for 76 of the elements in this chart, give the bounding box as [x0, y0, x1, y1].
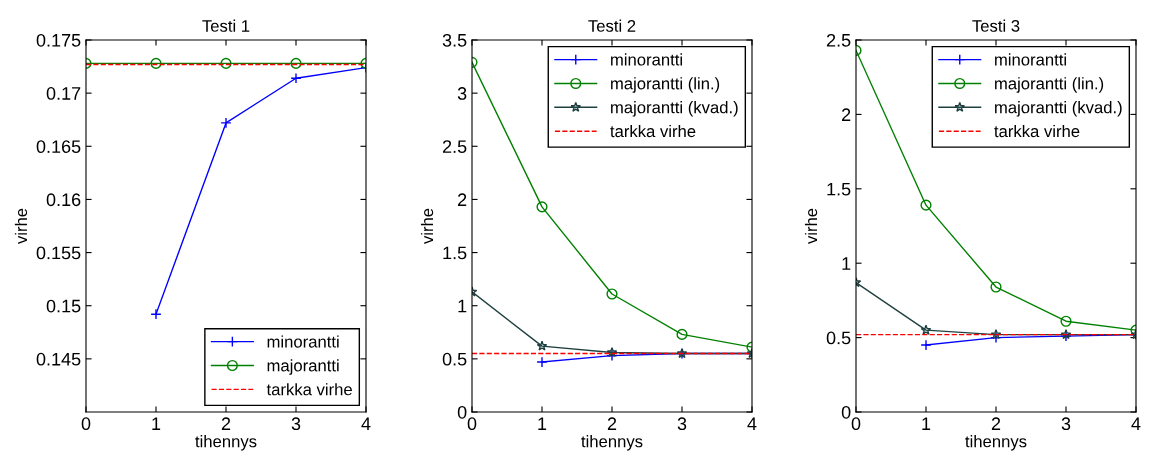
x-tick-label: 3 [1061, 417, 1071, 431]
point [536, 340, 548, 351]
point [920, 199, 932, 211]
chart-title: Testi 3 [972, 19, 1020, 32]
x-tick-label: 1 [922, 417, 931, 430]
y-tick-label: 0.5 [442, 352, 467, 366]
legend-label: majorantti (lin.) [995, 77, 1104, 93]
x-tick-label: 4 [747, 417, 757, 430]
point [606, 288, 618, 300]
y-axis-title: virhe [804, 208, 818, 244]
point [290, 72, 302, 84]
x-tick-label: 2 [221, 417, 231, 430]
y-tick-label: 0 [841, 405, 851, 419]
x-tick-label: 0 [851, 417, 861, 431]
chart-title: Testi 1 [202, 19, 250, 32]
x-axis-title: tihennys [965, 435, 1027, 451]
x-tick-label: 2 [991, 417, 1001, 430]
x-axis-title: tihennys [195, 435, 257, 451]
legend-label: majorantti (kvad.) [611, 101, 738, 117]
y-tick-label: 0.17 [46, 87, 81, 100]
point [536, 201, 548, 213]
y-tick-label: 0.165 [36, 140, 81, 154]
y-axis-title: virhe [420, 208, 434, 244]
x-tick-label: 4 [1131, 417, 1141, 430]
legend-label: majorantti (lin.) [611, 77, 720, 93]
x-tick-label: 3 [677, 417, 687, 431]
legend-label: minorantti [267, 335, 339, 348]
x-tick-label: 4 [361, 417, 371, 430]
point [290, 57, 302, 69]
point [920, 324, 932, 335]
x-tick-label: 3 [291, 417, 301, 431]
point [150, 57, 162, 69]
y-tick-label: 3.5 [442, 33, 467, 47]
x-tick-label: 0 [81, 417, 91, 431]
x-tick-label: 1 [538, 417, 547, 430]
y-tick-label: 2 [458, 193, 467, 206]
y-tick-label: 0.15 [46, 299, 81, 313]
chart-title: Testi 2 [588, 19, 636, 32]
point [220, 57, 232, 69]
y-tick-label: 0.175 [36, 33, 81, 47]
y-tick-label: 0.16 [46, 193, 81, 207]
point [606, 346, 618, 358]
y-tick-label: 0.145 [36, 352, 81, 366]
point [920, 339, 932, 351]
y-tick-label: 1 [842, 257, 851, 270]
point [990, 281, 1002, 293]
y-tick-label: 1.5 [827, 182, 851, 196]
y-tick-label: 2.5 [826, 33, 851, 47]
y-tick-label: 0.5 [826, 331, 851, 345]
legend-label: majorantti (kvad.) [995, 101, 1122, 117]
x-tick-label: 2 [607, 417, 617, 430]
point [990, 329, 1002, 340]
y-tick-label: 2 [842, 108, 851, 121]
legend-label: minorantti [611, 53, 682, 66]
x-axis-title: tihennys [581, 435, 643, 451]
point [220, 117, 232, 129]
x-tick-label: 1 [152, 417, 161, 430]
point [676, 328, 688, 340]
y-tick-label: 1 [458, 299, 467, 313]
legend-label: majorantti [267, 359, 339, 375]
y-tick-label: 3 [457, 87, 467, 100]
y-tick-label: 2.5 [442, 140, 467, 154]
point [150, 308, 162, 320]
y-tick-label: 1.5 [443, 246, 467, 260]
legend-label: minorantti [995, 53, 1066, 66]
legend-label: tarkka virhe [610, 124, 696, 138]
point [990, 332, 1002, 344]
y-axis-title: virhe [14, 208, 28, 244]
point [606, 350, 618, 362]
point [1060, 315, 1072, 327]
y-tick-label: 0 [457, 405, 467, 419]
legend-label: tarkka virhe [994, 124, 1080, 138]
x-tick-label: 0 [467, 417, 477, 431]
y-tick-label: 0.155 [36, 246, 81, 260]
point [536, 356, 548, 368]
legend-label: tarkka virhe [266, 383, 352, 396]
